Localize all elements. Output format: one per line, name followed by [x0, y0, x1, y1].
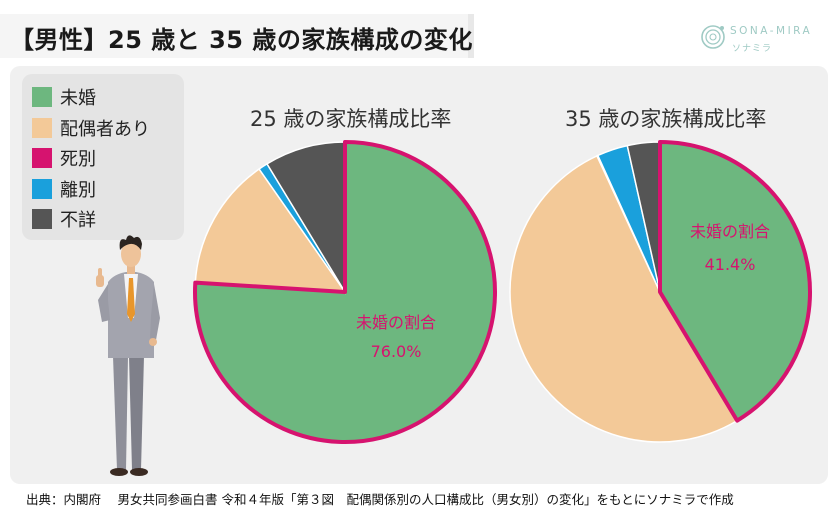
legend-item-never-married: 未婚 [32, 82, 184, 113]
pie-chart-age-25 [193, 140, 497, 444]
legend-item-unknown: 不詳 [32, 204, 184, 235]
legend-label: 死別 [60, 149, 96, 171]
legend-swatch [32, 148, 52, 169]
chart-title-age-35: 35 歳の家族構成比率 [565, 107, 767, 131]
businessman-illustration [96, 235, 160, 476]
legend-label: 不詳 [60, 210, 96, 232]
legend-label: 配偶者あり [60, 118, 150, 140]
legend-label: 未婚 [60, 88, 96, 110]
pie-chart-age-35 [509, 140, 812, 443]
highlight-outline-never-married [193, 140, 497, 444]
highlight-label-age-35: 未婚の割合 [690, 222, 770, 241]
source-note: 出典：内閣府 男女共同参画白書 令和４年版「第３図 配偶関係別の人口構成比（男女… [26, 492, 734, 507]
logo: SONA-MIRA ソナミラ [700, 24, 830, 64]
logo-mark-icon [701, 25, 725, 49]
title-bar: 【男性】25 歳と 35 歳の家族構成の変化 [0, 14, 474, 58]
legend-swatch [32, 178, 52, 199]
logo-kana: ソナミラ [732, 44, 773, 54]
legend-label: 離別 [60, 179, 96, 201]
page-title: 【男性】25 歳と 35 歳の家族構成の変化 [10, 26, 473, 54]
highlight-value-age-25: 76.0% [371, 342, 422, 361]
pie-slice-married [509, 154, 739, 443]
legend-item-widowed: 死別 [32, 143, 184, 174]
highlight-label-age-25: 未婚の割合 [356, 313, 436, 332]
legend-item-divorced: 離別 [32, 174, 184, 205]
legend-swatch [32, 117, 52, 138]
legend: 未婚 配偶者あり 死別 離別 不詳 [22, 74, 184, 240]
chart-title-age-25: 25 歳の家族構成比率 [250, 107, 452, 131]
highlight-value-age-35: 41.4% [705, 255, 756, 274]
legend-item-married: 配偶者あり [32, 113, 184, 144]
legend-swatch [32, 87, 52, 108]
logo-name: SONA-MIRA [730, 25, 813, 37]
legend-swatch [32, 209, 52, 230]
highlight-outline-never-married [658, 140, 812, 423]
pie-slice-married [194, 167, 347, 293]
